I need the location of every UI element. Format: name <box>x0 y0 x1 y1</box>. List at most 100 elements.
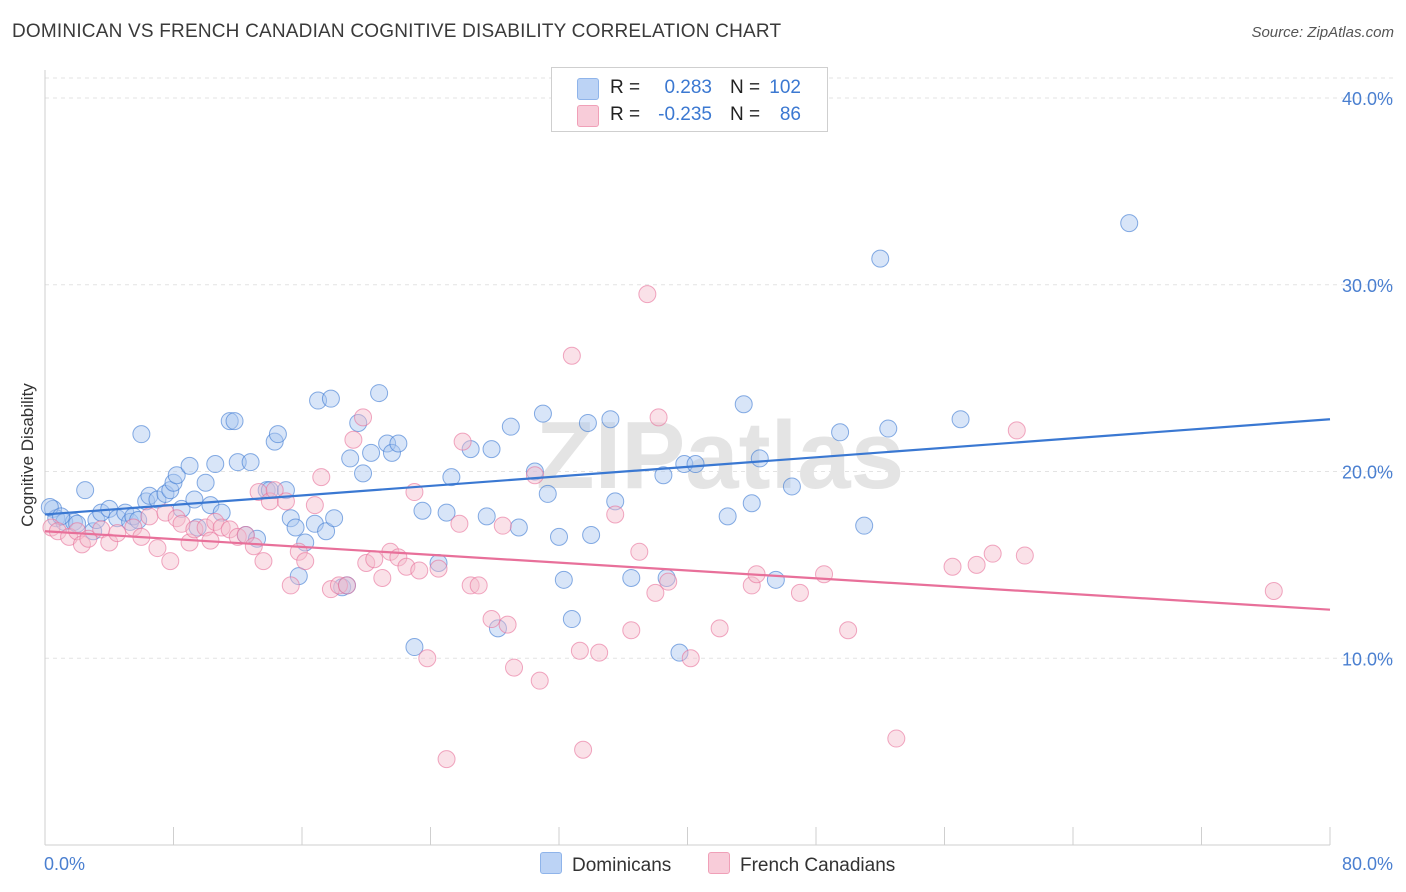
french-canadian-point <box>167 509 186 528</box>
source-label: Source: ZipAtlas.com <box>1251 24 1394 41</box>
y-tick-label: 30.0% <box>1342 276 1393 296</box>
french-canadian-point <box>418 649 437 668</box>
french-canadian-point <box>505 658 524 677</box>
legend-row-french-canadians: R = -0.235 N = 86 <box>552 102 827 128</box>
r-label: R = <box>610 104 641 125</box>
dominican-point <box>578 413 597 432</box>
french-canadian-point <box>887 729 906 748</box>
dominican-point <box>686 455 705 474</box>
french-canadian-point <box>140 507 159 526</box>
french-canadian-point <box>453 432 472 451</box>
dominican-point <box>879 419 898 438</box>
dominican-point <box>442 468 461 487</box>
dominican-point <box>855 516 874 535</box>
dominican-point <box>951 410 970 429</box>
french-canadian-point <box>646 583 665 602</box>
dominican-point <box>750 449 769 468</box>
dominican-point <box>341 449 360 468</box>
dominican-point <box>212 503 231 522</box>
french-canadian-point <box>493 516 512 535</box>
dominican-point <box>228 453 247 472</box>
tick-labels: 10.0% 20.0% 30.0% 40.0% 0.0% 80.0% <box>44 89 1393 874</box>
dominican-point <box>281 509 300 528</box>
dominican-point <box>220 412 239 431</box>
dominicans-legend-swatch <box>540 852 562 874</box>
dominican-point <box>477 507 496 526</box>
french-canadian-point <box>344 430 363 449</box>
french-canadian-point <box>296 552 315 571</box>
dominicans-trend-line <box>44 418 1331 516</box>
dominicans-points <box>40 214 1139 662</box>
french-canadian-point <box>148 539 167 558</box>
dominican-point <box>488 619 507 638</box>
french-canadian-point <box>1264 582 1283 601</box>
french-canadian-point <box>983 544 1002 563</box>
dominican-point <box>268 425 287 444</box>
dominican-point <box>782 477 801 496</box>
y-tick-label: 40.0% <box>1342 89 1393 109</box>
dominican-point <box>550 527 568 546</box>
french-canadian-point <box>967 555 986 574</box>
french-canadian-point <box>1015 546 1034 565</box>
dominican-point <box>601 410 620 429</box>
french-canadian-point <box>630 542 649 561</box>
dominican-point <box>132 425 151 444</box>
x-tick-label: 0.0% <box>44 854 85 874</box>
dominican-point <box>167 466 186 485</box>
dominican-point <box>185 490 204 509</box>
dominican-point <box>286 518 305 537</box>
french-canadian-point <box>410 561 429 580</box>
french-canadian-point <box>281 576 300 595</box>
french-canadian-point <box>742 576 761 595</box>
dominican-point <box>241 453 260 472</box>
french-canadian-point <box>254 552 273 571</box>
dominican-point <box>389 434 408 453</box>
french-canadian-point <box>1007 421 1026 440</box>
chart-title: DOMINICAN VS FRENCH CANADIAN COGNITIVE D… <box>12 21 782 42</box>
dominican-point <box>1120 214 1139 233</box>
dominican-point <box>538 484 557 503</box>
french-canadian-point <box>943 557 962 576</box>
dominican-point <box>533 404 552 423</box>
french-canadian-point <box>450 514 469 533</box>
dominican-point <box>501 417 520 436</box>
dominican-point <box>482 440 501 459</box>
n-label: N = <box>730 77 761 98</box>
dominican-point <box>413 501 432 520</box>
legend-row-dominicans: R = 0.283 N = 102 <box>552 75 827 101</box>
r-label: R = <box>610 77 641 98</box>
dominican-point <box>670 643 689 662</box>
dominican-point <box>76 481 95 500</box>
french-canadian-point <box>638 285 657 304</box>
french-canadian-point <box>649 408 668 427</box>
dominican-point <box>370 384 389 403</box>
dominican-point <box>180 456 199 475</box>
french-canadian-point <box>469 576 488 595</box>
legend-item-dominicans: Dominicans <box>540 852 671 877</box>
dominican-point <box>742 494 761 513</box>
french-canadian-point <box>482 610 501 629</box>
dominican-point <box>225 412 244 431</box>
french-canadian-point <box>437 750 456 769</box>
dominican-point <box>382 443 401 462</box>
n-value: 86 <box>779 104 801 125</box>
french-canadians-trend-line <box>44 530 1331 611</box>
n-value: 102 <box>769 77 801 98</box>
dominicans-legend-label: Dominicans <box>572 855 672 876</box>
dominican-point <box>718 507 737 526</box>
french-canadians-points <box>42 285 1283 769</box>
french-canadian-point <box>185 520 204 539</box>
dominican-point <box>354 464 373 483</box>
french-canadian-point <box>622 621 641 640</box>
french-canadian-point <box>525 466 544 485</box>
dominican-point <box>317 522 336 541</box>
french-canadians-legend-swatch <box>708 852 730 874</box>
dominican-point <box>654 466 673 485</box>
french-canadian-point <box>606 505 625 524</box>
grid-lines <box>45 77 1393 659</box>
french-canadian-point <box>590 643 609 662</box>
axes <box>44 70 1331 846</box>
french-canadian-point <box>373 568 392 587</box>
french-canadian-point <box>156 503 175 522</box>
